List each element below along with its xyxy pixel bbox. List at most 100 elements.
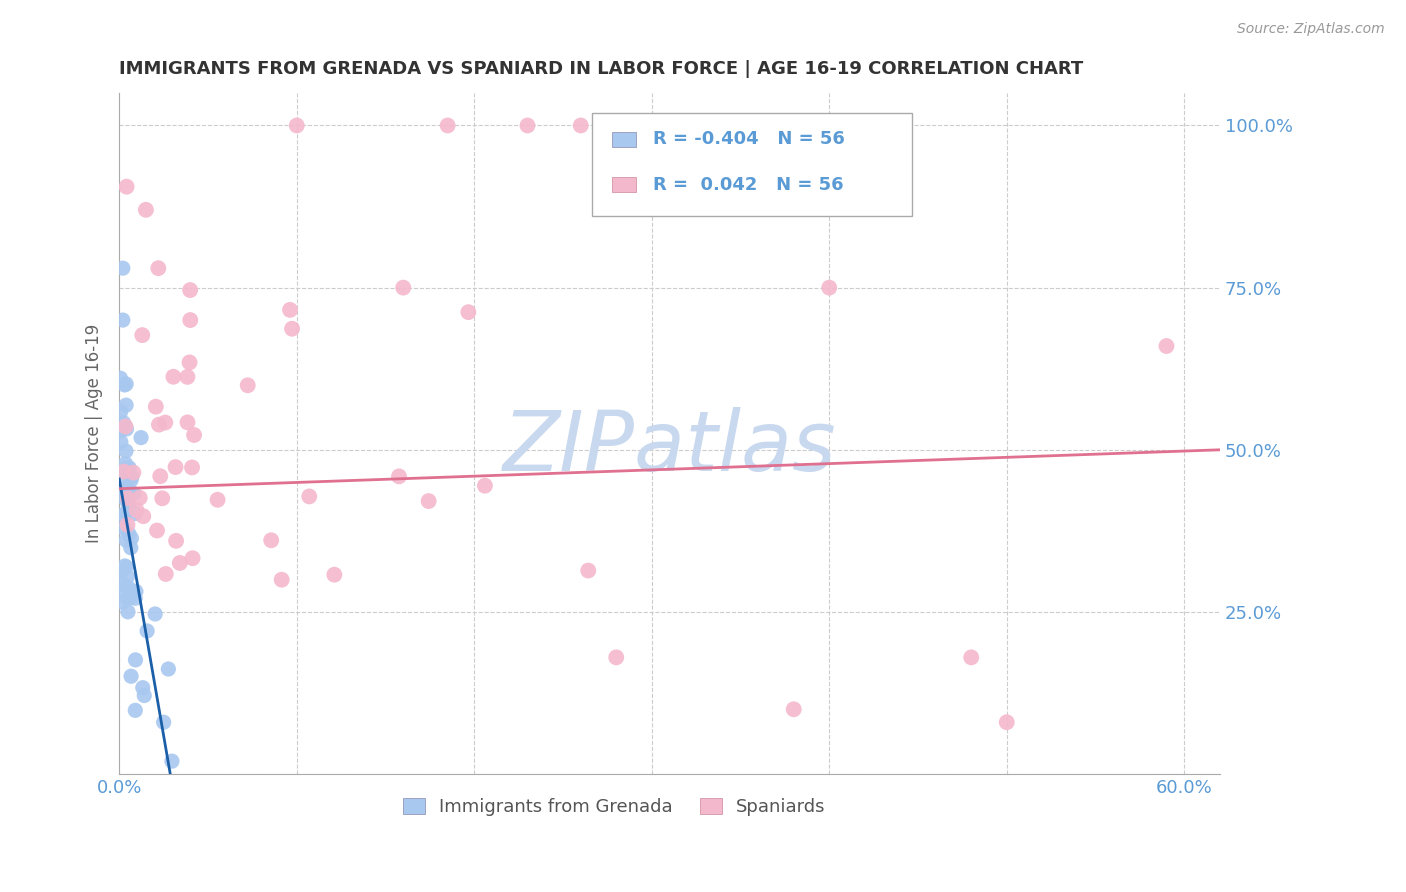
Point [1156,339,1178,353]
Point [122,466,145,480]
Point [392,280,415,294]
Point [128,491,150,505]
Point [676,119,699,133]
Text: ZIPatlas: ZIPatlas [503,407,837,488]
Point [117,605,139,619]
Point [155,566,177,581]
Point [117,570,139,584]
Point [155,416,177,430]
Point [516,119,538,133]
Text: IMMIGRANTS FROM GRENADA VS SPANIARD IN LABOR FORCE | AGE 16-19 CORRELATION CHART: IMMIGRANTS FROM GRENADA VS SPANIARD IN L… [120,60,1084,78]
Point [149,469,172,483]
Point [146,524,169,538]
Point [112,465,135,479]
Point [112,521,135,535]
Point [143,607,166,621]
Point [115,376,138,391]
Point [114,457,136,471]
Point [270,573,292,587]
Point [117,591,139,606]
Point [183,428,205,442]
Point [165,460,187,475]
Point [110,435,132,450]
Point [114,378,136,392]
Point [111,595,134,609]
Point [110,404,132,418]
Point [115,444,138,458]
Point [135,202,157,217]
Point [148,261,170,276]
Point [995,715,1018,730]
Point [114,506,136,520]
Text: R =  0.042   N = 56: R = 0.042 N = 56 [652,176,844,194]
Point [157,662,180,676]
Point [117,495,139,509]
Point [783,702,806,716]
Point [125,584,148,599]
Point [111,582,134,596]
Point [114,419,136,434]
Point [124,653,146,667]
Point [576,564,599,578]
Point [132,681,155,695]
Point [474,478,496,492]
Point [179,355,201,369]
Point [117,491,139,506]
Point [120,473,142,487]
Point [605,650,627,665]
Point [115,533,138,548]
Point [108,424,131,438]
Point [207,492,229,507]
Point [111,565,134,579]
Point [124,703,146,717]
Point [818,280,841,294]
Point [181,460,204,475]
Point [114,491,136,505]
Point [418,494,440,508]
Point [111,313,134,327]
Point [260,533,283,548]
Point [112,416,135,430]
Point [115,179,138,194]
FancyBboxPatch shape [592,113,911,216]
Point [160,754,183,768]
Point [323,567,346,582]
Point [131,328,153,343]
Point [114,558,136,573]
Point [569,119,592,133]
Point [165,533,187,548]
Point [150,491,173,506]
Point [132,509,155,524]
Point [112,508,135,523]
Point [129,431,152,445]
Point [388,469,411,483]
Point [436,119,458,133]
Point [145,400,167,414]
Point [181,551,204,566]
Point [111,473,134,487]
Point [110,371,132,385]
Legend: Immigrants from Grenada, Spaniards: Immigrants from Grenada, Spaniards [396,790,832,823]
Point [120,531,142,545]
Point [120,669,142,683]
Point [281,322,304,336]
FancyBboxPatch shape [612,178,637,193]
Point [118,460,141,475]
Point [148,417,170,432]
Text: Source: ZipAtlas.com: Source: ZipAtlas.com [1237,22,1385,37]
Point [118,497,141,511]
Point [120,541,142,555]
Point [298,490,321,504]
Point [115,398,138,412]
Point [176,415,198,429]
Point [121,469,143,483]
Point [134,689,156,703]
Point [115,461,138,475]
Point [118,527,141,541]
Point [112,578,135,592]
FancyBboxPatch shape [612,132,637,147]
Y-axis label: In Labor Force | Age 16-19: In Labor Force | Age 16-19 [86,324,103,543]
Point [115,422,138,436]
Point [124,591,146,606]
Point [960,650,983,665]
